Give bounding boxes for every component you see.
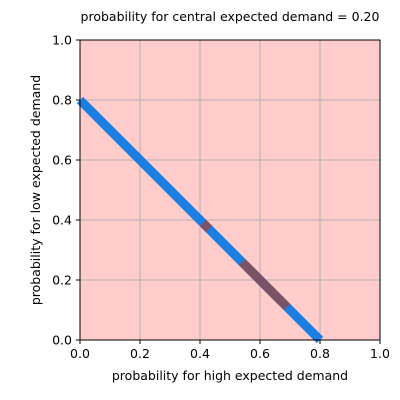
- chart-title: probability for central expected demand …: [81, 9, 380, 24]
- x-tick-label: 1.0: [370, 346, 390, 361]
- plot-frame: [79, 39, 381, 341]
- y-tick-label: 1.0: [52, 33, 72, 48]
- x-tick-label: 0.4: [190, 346, 210, 361]
- y-tick-label: 0.2: [52, 273, 72, 288]
- series-layer: [76, 96, 324, 344]
- y-tick-label: 0.6: [52, 153, 72, 168]
- x-axis-label: probability for high expected demand: [112, 368, 348, 383]
- x-tick-label: 0.6: [250, 346, 270, 361]
- axis-ticks: 0.0 0.2 0.4 0.6 0.8 1.0 0.0 0.2 0.4 0.6 0.8 1.0: [52, 33, 390, 362]
- series-line-2: [199, 219, 213, 233]
- plot-area: [80, 40, 380, 340]
- y-tick-label: 0.8: [52, 93, 72, 108]
- x-tick-label: 0.0: [70, 346, 90, 361]
- x-tick-label: 0.8: [310, 346, 330, 361]
- series-line-3: [238, 258, 291, 311]
- y-tick-label: 0.4: [52, 213, 72, 228]
- x-tick-label: 0.2: [130, 346, 150, 361]
- y-axis-label: probability for low expected demand: [28, 75, 43, 305]
- y-tick-label: 0.0: [52, 333, 72, 348]
